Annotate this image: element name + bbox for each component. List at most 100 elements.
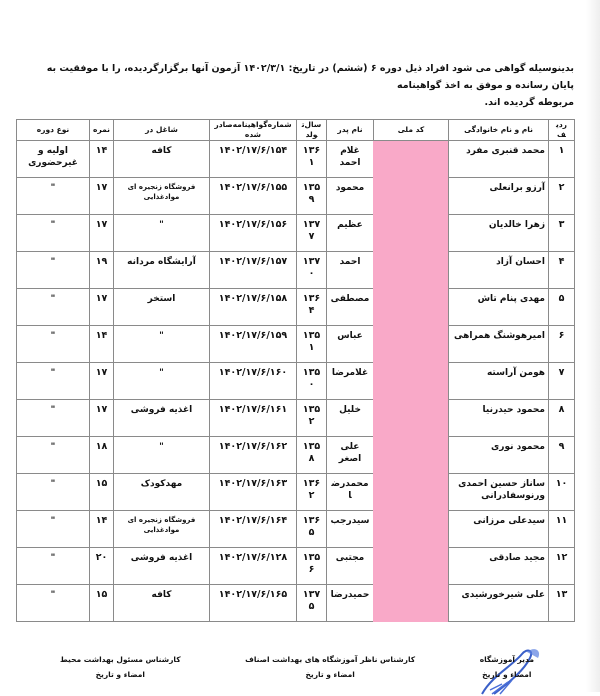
cell-year: ۱۳۶۲ [296,473,327,511]
redacted-national-id [373,510,449,548]
redacted-national-id [373,399,449,437]
cell-type: " [16,584,90,622]
cell-year: ۱۳۵۸ [296,436,327,474]
table-row: ۱۲ مجید صادقی مجتبی ۱۳۵۶ ۱۴۰۲/۱۷/۶/۱۲۸ اغذیه … [16,547,575,585]
cell-score: ۱۵ [89,473,114,511]
cell-name: زهرا خالدیان [448,214,549,252]
table-row: ۱ محمد قنبری مفرد غلام احمد ۱۳۶۱ ۱۴۰۲/۱۷/۶/۱… [16,140,575,178]
cell-score: ۱۴ [89,325,114,363]
cell-type: " [16,436,90,474]
cell-n: ۱۰ [548,473,575,511]
signature-title: کارشناس ناظر آموزشگاه های بهداشت اصناف [245,655,416,664]
cell-year: ۱۳۵۹ [296,177,327,215]
cell-n: ۷ [548,362,575,400]
cell-type: " [16,325,90,363]
cell-cert: ۱۴۰۲/۱۷/۶/۱۵۴ [209,140,297,178]
cell-score: ۱۴ [89,510,114,548]
table-row: ۸ محمود حیدرنیا خلیل ۱۳۵۲ ۱۴۰۲/۱۷/۶/۱۶۱ اغذیه… [16,399,575,437]
cell-type: " [16,399,90,437]
table-row: ۱۰ ساناز حسین احمدی ورنوسفادرانی محمدرضا ۱۳… [16,473,575,511]
cell-father: محمدرضا [326,473,374,511]
redacted-national-id [373,547,449,585]
cell-father: عظیم [326,214,374,252]
cell-name: علی شیرخورشیدی [448,584,549,622]
cell-score: ۱۷ [89,399,114,437]
cell-name: ساناز حسین احمدی ورنوسفادرانی [448,473,549,511]
table-row: ۹ محمود نوری علی اصغر ۱۳۵۸ ۱۴۰۲/۱۷/۶/۱۶۲ " ۱۸ " [16,436,575,474]
cell-job: کافه [113,140,210,178]
cell-year: ۱۳۵۰ [296,362,327,400]
intro-line-2: مربوطه گردیده اند. [484,97,574,108]
cell-score: ۱۷ [89,288,114,326]
table-row: ۳ زهرا خالدیان عظیم ۱۳۷۷ ۱۴۰۲/۱۷/۶/۱۵۶ " ۱۷ " [16,214,575,252]
cell-job: فروشگاه زنجیره ای موادغذایی [113,510,210,548]
cell-name: محمود نوری [448,436,549,474]
cell-type: " [16,362,90,400]
cell-n: ۶ [548,325,575,363]
cell-cert: ۱۴۰۲/۱۷/۶/۱۵۸ [209,288,297,326]
table-row: ۶ امیرهوشنگ همراهی عباس ۱۳۵۱ ۱۴۰۲/۱۷/۶/۱۵۹ " ۱… [16,325,575,363]
redacted-national-id [373,177,449,215]
column-header: شاغل در [113,119,210,141]
cell-n: ۵ [548,288,575,326]
cell-score: ۱۸ [89,436,114,474]
cell-father: غلام احمد [326,140,374,178]
cell-name: مهدی پنام تاش [448,288,549,326]
cell-n: ۱۱ [548,510,575,548]
cell-cert: ۱۴۰۲/۱۷/۶/۱۶۳ [209,473,297,511]
cell-type: " [16,288,90,326]
cell-father: محمود [326,177,374,215]
signature-subtitle: امضاء و تاریخ [95,670,145,679]
cell-father: غلامرضا [326,362,374,400]
cell-job: " [113,362,210,400]
cell-n: ۱ [548,140,575,178]
redacted-national-id [373,214,449,252]
intro-line-1: بدینوسیله گواهی می شود افراد ذیل دوره ۶ … [46,63,574,91]
table-row: ۱۱ سیدعلی مرزانی سیدرجب ۱۳۶۵ ۱۴۰۲/۱۷/۶/۱۶۴ فر… [16,510,575,548]
cell-name: امیرهوشنگ همراهی [448,325,549,363]
cell-score: ۱۴ [89,140,114,178]
redacted-national-id [373,473,449,511]
column-header: سال‌تولد [296,119,327,141]
cell-n: ۱۲ [548,547,575,585]
cell-year: ۱۳۵۲ [296,399,327,437]
cell-name: هومن آراسته [448,362,549,400]
cell-father: خلیل [326,399,374,437]
cell-year: ۱۳۶۱ [296,140,327,178]
cell-cert: ۱۴۰۲/۱۷/۶/۱۶۲ [209,436,297,474]
cell-cert: ۱۴۰۲/۱۷/۶/۱۶۱ [209,399,297,437]
cell-name: مجید صادقی [448,547,549,585]
cell-year: ۱۳۵۶ [296,547,327,585]
redacted-national-id [373,362,449,400]
cell-name: محمد قنبری مفرد [448,140,549,178]
signature-principal: مدیر آموزشگاه امضاء و تاریخ [479,649,539,695]
table-row: ۲ آرزو برانعلی محمود ۱۳۵۹ ۱۴۰۲/۱۷/۶/۱۵۵ فروشگ… [16,177,575,215]
cell-job: مهدکودک [113,473,210,511]
redacted-national-id [373,140,449,178]
cell-job: آرایشگاه مردانه [113,251,210,289]
cell-type: " [16,251,90,289]
column-header: نام پدر [326,119,374,141]
cell-job: اغذیه فروشی [113,399,210,437]
cell-father: حمیدرضا [326,584,374,622]
cell-job: کافه [113,584,210,622]
cell-cert: ۱۴۰۲/۱۷/۶/۱۶۴ [209,510,297,548]
cell-name: محمود حیدرنیا [448,399,549,437]
cell-type: اولیه و غیرحضوری [16,140,90,178]
scan-edge [586,0,600,692]
cell-cert: ۱۴۰۲/۱۷/۶/۱۲۸ [209,547,297,585]
cell-father: مجتبی [326,547,374,585]
cell-n: ۸ [548,399,575,437]
cell-job: استخر [113,288,210,326]
signature-title: کارشناس مسئول بهداشت محیط [60,655,181,664]
cell-cert: ۱۴۰۲/۱۷/۶/۱۵۷ [209,251,297,289]
cell-year: ۱۳۷۰ [296,251,327,289]
cell-name: سیدعلی مرزانی [448,510,549,548]
intro-paragraph: بدینوسیله گواهی می شود افراد ذیل دوره ۶ … [30,60,574,111]
cell-cert: ۱۴۰۲/۱۷/۶/۱۵۹ [209,325,297,363]
redacted-national-id [373,288,449,326]
signature-title: مدیر آموزشگاه [479,655,534,664]
cell-score: ۱۷ [89,177,114,215]
cell-father: احمد [326,251,374,289]
cell-year: ۱۳۵۱ [296,325,327,363]
